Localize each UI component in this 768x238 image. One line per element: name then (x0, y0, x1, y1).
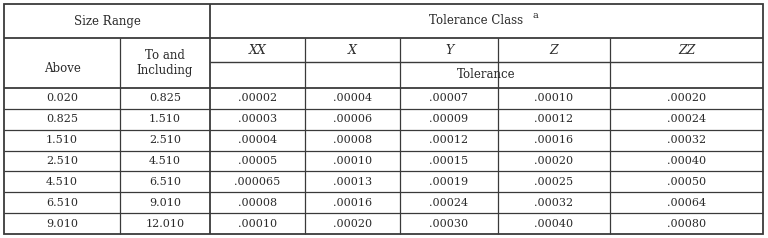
Text: .00025: .00025 (535, 177, 574, 187)
Text: .00016: .00016 (333, 198, 372, 208)
Text: .00032: .00032 (667, 135, 706, 145)
Text: .00010: .00010 (333, 156, 372, 166)
Text: Size Range: Size Range (74, 15, 141, 28)
Text: 1.510: 1.510 (46, 135, 78, 145)
Text: .00040: .00040 (667, 156, 706, 166)
Text: Y: Y (445, 44, 453, 56)
Text: Above: Above (44, 63, 81, 75)
Text: .00024: .00024 (667, 114, 706, 124)
Text: .000065: .000065 (234, 177, 280, 187)
Text: .00008: .00008 (333, 135, 372, 145)
Text: .00040: .00040 (535, 218, 574, 228)
Text: .00064: .00064 (667, 198, 706, 208)
Text: .00004: .00004 (333, 94, 372, 104)
Text: .00050: .00050 (667, 177, 706, 187)
Text: XX: XX (249, 44, 266, 56)
Text: 1.510: 1.510 (149, 114, 181, 124)
Text: 2.510: 2.510 (46, 156, 78, 166)
Text: 9.010: 9.010 (46, 218, 78, 228)
Text: .00003: .00003 (238, 114, 277, 124)
Text: 9.010: 9.010 (149, 198, 181, 208)
Text: .00019: .00019 (429, 177, 468, 187)
Text: .00032: .00032 (535, 198, 574, 208)
Text: 12.010: 12.010 (145, 218, 184, 228)
Text: 2.510: 2.510 (149, 135, 181, 145)
Text: 0.825: 0.825 (149, 94, 181, 104)
Text: .00006: .00006 (333, 114, 372, 124)
Text: To and
Including: To and Including (137, 49, 194, 77)
Text: .00007: .00007 (429, 94, 468, 104)
Text: .00024: .00024 (429, 198, 468, 208)
Text: a: a (532, 11, 538, 20)
Text: .00016: .00016 (535, 135, 574, 145)
Text: Z: Z (550, 44, 558, 56)
Text: .00015: .00015 (429, 156, 468, 166)
Text: X: X (348, 44, 357, 56)
Text: 4.510: 4.510 (46, 177, 78, 187)
Text: .00012: .00012 (535, 114, 574, 124)
Text: .00030: .00030 (429, 218, 468, 228)
Text: 0.825: 0.825 (46, 114, 78, 124)
Text: 0.020: 0.020 (46, 94, 78, 104)
Text: .00013: .00013 (333, 177, 372, 187)
Text: .00005: .00005 (238, 156, 277, 166)
Text: .00009: .00009 (429, 114, 468, 124)
Text: 6.510: 6.510 (149, 177, 181, 187)
Text: .00020: .00020 (333, 218, 372, 228)
Text: .00020: .00020 (667, 94, 706, 104)
Text: 4.510: 4.510 (149, 156, 181, 166)
Text: .00008: .00008 (238, 198, 277, 208)
Text: 6.510: 6.510 (46, 198, 78, 208)
Text: Tolerance Class: Tolerance Class (429, 15, 524, 28)
Text: ZZ: ZZ (678, 44, 695, 56)
Text: .00010: .00010 (238, 218, 277, 228)
Text: .00004: .00004 (238, 135, 277, 145)
Text: .00010: .00010 (535, 94, 574, 104)
Text: Tolerance: Tolerance (457, 69, 516, 81)
Text: .00012: .00012 (429, 135, 468, 145)
Text: .00080: .00080 (667, 218, 706, 228)
Text: .00020: .00020 (535, 156, 574, 166)
Text: .00002: .00002 (238, 94, 277, 104)
